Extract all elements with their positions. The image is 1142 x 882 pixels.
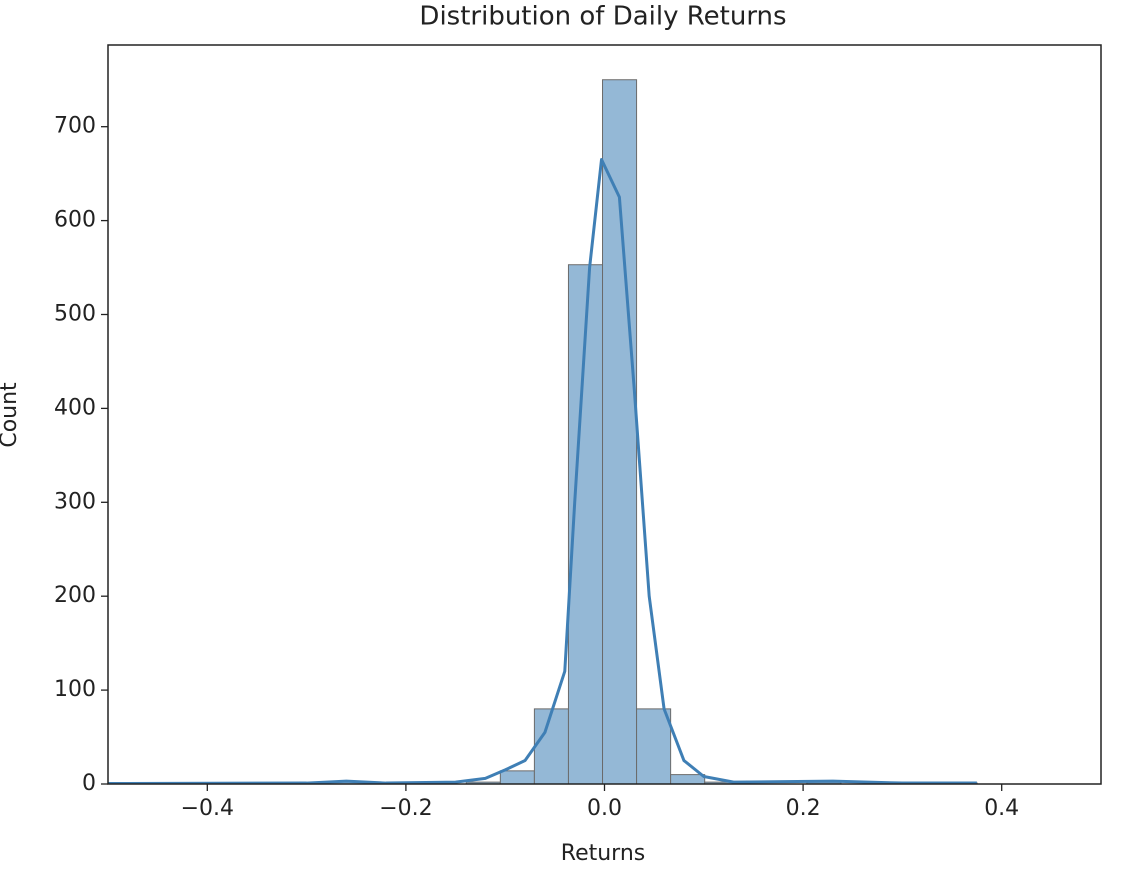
- y-tick-label: 500: [54, 301, 96, 326]
- kde-line: [108, 158, 977, 784]
- y-tick-label: 300: [54, 489, 96, 514]
- y-tick-label: 100: [54, 677, 96, 702]
- chart-title: Distribution of Daily Returns: [419, 2, 786, 32]
- x-tick-label: 0.0: [587, 796, 622, 821]
- x-axis-label: Returns: [561, 841, 645, 866]
- y-tick-label: 0: [82, 771, 96, 796]
- bar: [533, 708, 569, 784]
- y-tick-label: 600: [54, 208, 96, 233]
- bar: [499, 770, 535, 784]
- y-tick-label: 400: [54, 395, 96, 420]
- x-tick-label: 0.2: [786, 796, 821, 821]
- y-tick-label: 700: [54, 114, 96, 139]
- y-tick-label: 200: [54, 583, 96, 608]
- bar: [670, 774, 706, 784]
- y-axis-label: Count: [0, 382, 22, 448]
- x-tick-label: 0.4: [984, 796, 1019, 821]
- bar: [602, 79, 638, 784]
- x-tick-label: −0.2: [379, 796, 432, 821]
- bar: [636, 708, 672, 784]
- plot-frame: [107, 44, 1102, 785]
- x-tick-label: −0.4: [181, 796, 234, 821]
